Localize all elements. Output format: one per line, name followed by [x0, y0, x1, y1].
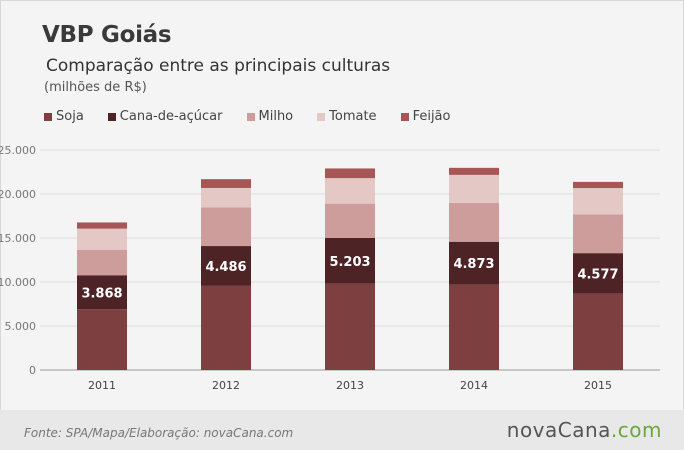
- bar-canadeacar-2014: [449, 241, 499, 285]
- legend-label: Soja: [56, 109, 84, 124]
- y-tick-label: 0: [29, 364, 36, 377]
- bar-soja-2015: [573, 293, 623, 370]
- bar-milho-2012: [201, 207, 251, 247]
- bar-feijo-2015: [573, 181, 623, 189]
- legend: Soja Cana-de-açúcar Milho Tomate Feijão: [44, 109, 474, 124]
- bar-feijo-2011: [77, 222, 127, 229]
- legend-label: Feijão: [412, 109, 451, 124]
- bar-canadeacar-2011: [77, 275, 127, 310]
- bar-feijo-2014: [449, 167, 499, 175]
- y-tick-label: 15.000: [0, 232, 36, 245]
- bar-chart: 0 5.000 10.000 15.000 20.000 25.000 3.868 2011 4…: [0, 144, 660, 392]
- x-tick-label: 2012: [212, 379, 240, 392]
- y-tick-label: 5.000: [5, 320, 37, 333]
- bar-tomate-2014: [449, 174, 499, 204]
- bar-tomate-2015: [573, 188, 623, 215]
- bar-canadeacar-2013: [325, 237, 375, 284]
- x-tick-label: 2015: [584, 379, 612, 392]
- bar-milho-2014: [449, 203, 499, 242]
- bar-canadeacar-2015: [573, 253, 623, 294]
- novacana-logo: novaCana.com: [507, 418, 662, 442]
- data-label: 4.577: [577, 267, 618, 282]
- bar-tomate-2012: [201, 187, 251, 208]
- bar-milho-2015: [573, 214, 623, 254]
- x-tick-label: 2011: [88, 379, 116, 392]
- data-label: 3.868: [81, 286, 122, 301]
- logo-part-2: .com: [610, 418, 662, 442]
- bar-tomate-2013: [325, 178, 375, 204]
- chart-units: (milhões de R$): [44, 80, 147, 95]
- bar-soja-2011: [77, 309, 127, 370]
- legend-item-1: Cana-de-açúcar: [107, 109, 223, 124]
- y-tick-label: 10.000: [0, 276, 36, 289]
- legend-swatch-icon: [317, 112, 326, 121]
- chart-subtitle: Comparação entre as principais culturas: [46, 56, 391, 76]
- logo-part-1: novaCana: [506, 418, 611, 442]
- x-tick-label: 2014: [460, 379, 488, 392]
- data-label: 5.203: [329, 255, 370, 270]
- y-tick-label: 20.000: [0, 188, 36, 201]
- legend-item-0: Soja: [44, 109, 84, 124]
- bar-milho-2011: [77, 249, 127, 276]
- bar-feijo-2013: [325, 168, 375, 179]
- chart-title: VBP Goiás: [42, 22, 172, 48]
- data-label: 4.486: [205, 260, 246, 275]
- legend-swatch-icon: [107, 112, 116, 121]
- bar-tomate-2011: [77, 228, 127, 250]
- legend-item-4: Feijão: [400, 109, 451, 124]
- x-tick-label: 2013: [336, 379, 364, 392]
- bar-soja-2012: [201, 285, 251, 370]
- legend-swatch-icon: [44, 112, 52, 121]
- bar-soja-2013: [325, 283, 375, 370]
- legend-label: Milho: [258, 109, 294, 124]
- y-tick-label: 25.000: [0, 144, 36, 157]
- legend-label: Cana-de-açúcar: [119, 109, 223, 124]
- data-label: 4.873: [453, 257, 494, 272]
- legend-item-2: Milho: [246, 109, 294, 124]
- bar-soja-2014: [449, 284, 499, 370]
- legend-item-3: Tomate: [317, 109, 377, 124]
- source-note: Fonte: SPA/Mapa/Elaboração: novaCana.com: [24, 426, 294, 440]
- footer: Fonte: SPA/Mapa/Elaboração: novaCana.com…: [0, 410, 684, 450]
- legend-swatch-icon: [246, 112, 255, 121]
- bar-canadeacar-2012: [201, 246, 251, 286]
- bar-milho-2013: [325, 203, 375, 238]
- bar-feijo-2012: [201, 179, 251, 188]
- legend-swatch-icon: [400, 112, 409, 121]
- legend-label: Tomate: [329, 109, 377, 124]
